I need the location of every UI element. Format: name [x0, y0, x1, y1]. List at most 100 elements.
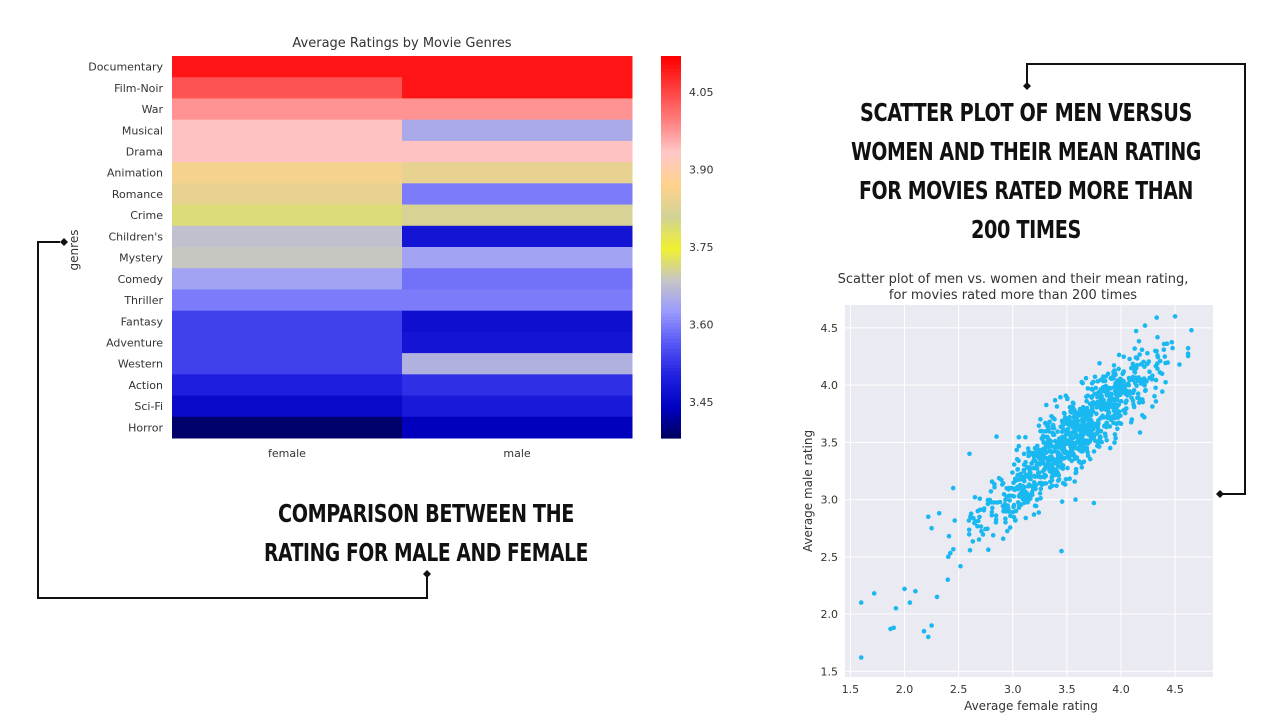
colorbar-segment [661, 307, 681, 312]
scatter-point [1126, 375, 1132, 381]
scatter-point [1034, 462, 1039, 468]
connectors [37, 63, 1246, 599]
heatmap-cell [402, 353, 633, 375]
scatter-point [1019, 485, 1024, 491]
colorbar-segment [661, 383, 681, 388]
scatter-point [1018, 473, 1024, 479]
scatter-point [1055, 453, 1061, 458]
scatter-point [1104, 420, 1110, 426]
scatter-point [979, 528, 984, 534]
scatter-point [1137, 352, 1142, 357]
scatter-y-tick-label: 4.5 [821, 322, 839, 335]
colorbar-tick-label: 3.90 [689, 164, 714, 177]
scatter-point [1123, 406, 1128, 412]
colorbar-segment [661, 434, 681, 439]
scatter-point [966, 518, 972, 523]
scatter-point [1055, 429, 1060, 434]
scatter-point [952, 518, 957, 523]
heatmap-row-label: Western [118, 358, 163, 371]
scatter-point [1161, 341, 1167, 347]
scatter-caption-line-3: FOR MOVIES RATED MORE THAN [859, 176, 1193, 205]
heatmap-row-labels: Documentary Film-Noir War Musical Drama Anima… [88, 61, 163, 435]
scatter-point [946, 554, 951, 559]
scatter-point [1031, 480, 1037, 485]
scatter-point [1142, 383, 1147, 388]
scatter-point [1084, 398, 1089, 404]
scatter-point [1031, 512, 1037, 517]
heatmap-row-label: Adventure [106, 337, 163, 350]
scatter-point [1008, 513, 1013, 519]
colorbar-segment [661, 192, 681, 197]
heatmap-cell [402, 56, 633, 78]
scatter-point [1115, 426, 1120, 432]
scatter-point [1086, 417, 1091, 423]
colorbar-segment [661, 278, 681, 283]
colorbar-segment [661, 227, 681, 232]
scatter-point [1088, 429, 1094, 435]
scatter-point [1015, 500, 1021, 505]
scatter-point [1153, 377, 1159, 383]
scatter-point [1077, 440, 1083, 446]
scatter-point [1093, 423, 1099, 429]
heatmap-cell [402, 140, 633, 163]
heatmap-connector-line [37, 241, 428, 599]
scatter-point [1073, 415, 1079, 420]
colorbar-segment [661, 208, 681, 213]
scatter-point [1058, 459, 1063, 465]
scatter-point [1014, 447, 1019, 453]
scatter-point [1165, 360, 1171, 365]
scatter-point [1011, 462, 1017, 467]
colorbar-segment [661, 189, 681, 194]
colorbar-segment [661, 199, 681, 204]
scatter-point [1115, 420, 1121, 426]
heatmap-row-label: War [142, 103, 164, 116]
scatter-point [893, 606, 899, 611]
colorbar-segment [661, 78, 681, 83]
scatter-point [1059, 499, 1065, 504]
scatter-point [1034, 497, 1040, 503]
scatter-title-line-2: for movies rated more than 200 times [889, 288, 1137, 303]
heatmap-row-label: Animation [107, 167, 163, 180]
scatter-point [1041, 452, 1046, 458]
scatter-point [1155, 366, 1160, 371]
scatter-point [1155, 354, 1161, 360]
scatter-point [1029, 461, 1034, 466]
scatter-points [858, 314, 1194, 660]
scatter-point [1112, 415, 1118, 421]
colorbar-segment [661, 65, 681, 70]
scatter-point [1129, 395, 1134, 401]
scatter-point [1078, 460, 1083, 465]
scatter-point [975, 508, 981, 514]
scatter-point [1084, 425, 1089, 430]
colorbar-segment [661, 173, 681, 178]
scatter-point [1087, 456, 1093, 462]
scatter-point [1012, 476, 1018, 482]
scatter-point [1136, 400, 1142, 405]
colorbar-tick-label: 3.75 [689, 241, 714, 254]
scatter-point [1049, 470, 1055, 476]
scatter-point [1038, 480, 1044, 486]
colorbar-segment [661, 297, 681, 302]
colorbar-segment [661, 62, 681, 67]
colorbar-segment [661, 247, 681, 251]
scatter-point [967, 451, 972, 457]
scatter-point [1098, 428, 1104, 434]
scatter-point [1131, 388, 1137, 393]
scatter-point [1097, 392, 1103, 397]
scatter-point [1054, 404, 1060, 409]
colorbar-segment [661, 282, 681, 286]
colorbar-segment [661, 250, 681, 254]
scatter-point [1142, 323, 1148, 328]
heatmap-cell [402, 183, 633, 206]
scatter-point [1079, 465, 1085, 470]
scatter-point [972, 495, 978, 500]
scatter-caption-line-4: 200 TIMES [971, 215, 1081, 244]
scatter-point [1112, 388, 1118, 394]
colorbar-segment [661, 390, 681, 395]
heatmap-caption: COMPARISON BETWEEN THE RATING FOR MALE A… [264, 499, 589, 567]
colorbar-segment [661, 170, 681, 175]
scatter-tick-labels: 1.5 2.0 2.5 3.0 3.5 4.0 4.5 1.5 2.0 2.5 3.0 3.5 4.0 4… [821, 322, 1184, 696]
scatter-point [1135, 391, 1141, 397]
scatter-point [992, 484, 997, 490]
scatter-point [1143, 378, 1148, 384]
